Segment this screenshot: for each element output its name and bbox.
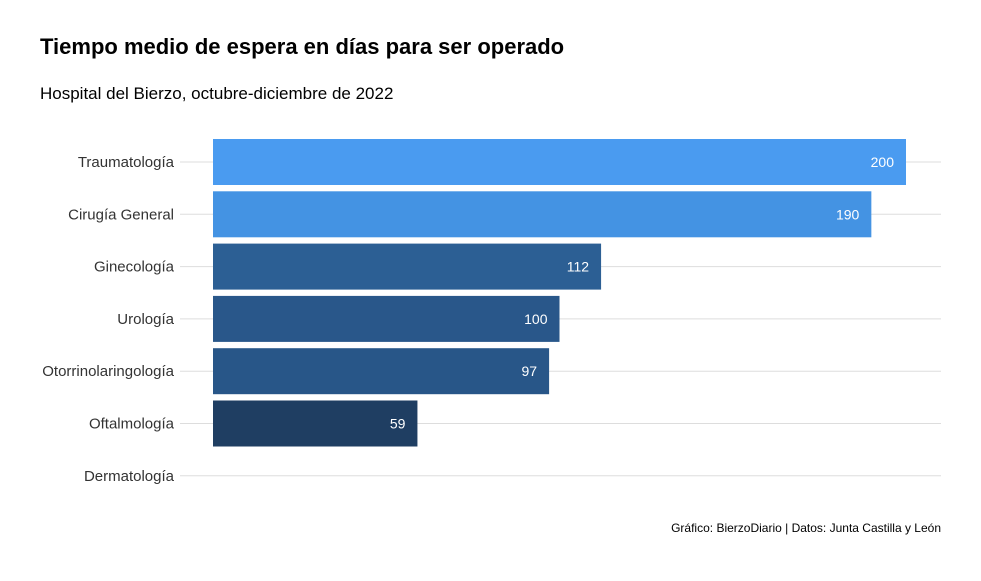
category-label: Traumatología [78, 154, 175, 171]
chart-title: Tiempo medio de espera en días para ser … [40, 34, 565, 59]
category-label: Ginecología [94, 259, 175, 276]
bar [213, 295, 560, 342]
bar [213, 400, 418, 447]
data-label: 100 [524, 311, 548, 327]
data-label: 97 [522, 363, 538, 379]
bar [213, 243, 602, 290]
data-label: 190 [836, 206, 860, 222]
chart-subtitle: Hospital del Bierzo, octubre-diciembre d… [40, 84, 394, 103]
data-label: 59 [390, 416, 406, 432]
category-label: Urología [117, 311, 174, 328]
data-label: 200 [871, 154, 895, 170]
category-label: Otorrinolaringología [42, 363, 174, 380]
bar [213, 348, 550, 395]
bar [213, 191, 872, 238]
data-label: 112 [567, 259, 590, 275]
category-label: Dermatología [84, 468, 175, 485]
bar [213, 139, 906, 185]
category-label: Oftalmología [89, 416, 175, 433]
category-label: Cirugía General [68, 206, 174, 223]
chart-caption: Gráfico: BierzoDiario | Datos: Junta Cas… [671, 521, 941, 535]
